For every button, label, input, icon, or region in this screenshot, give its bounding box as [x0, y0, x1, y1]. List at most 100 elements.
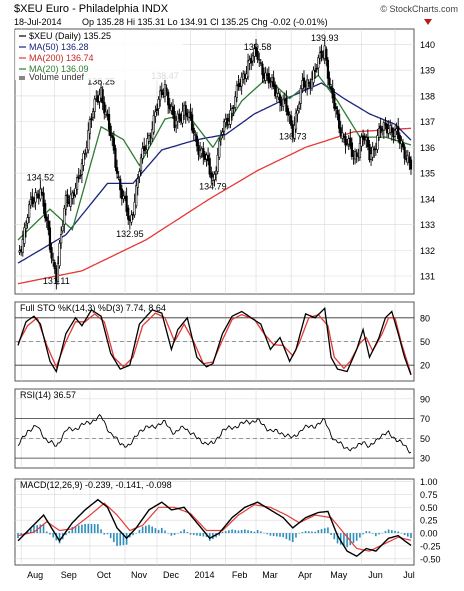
- price-candle-187: [315, 68, 318, 70]
- macd-hist-bar-208: [349, 533, 352, 546]
- macd-hist-bar-72: [132, 533, 134, 536]
- price-candle-137: [235, 85, 238, 98]
- price-candle-219: [366, 136, 369, 148]
- macd-hist-bar-30: [65, 533, 67, 536]
- price-candle-103: [181, 111, 184, 124]
- macd-hist-bar-86: [154, 528, 157, 534]
- price-tick-label-6: 137: [420, 117, 435, 127]
- sto-tick-label-2: 80: [420, 313, 430, 323]
- price-annotation-0: 134.52: [27, 172, 55, 182]
- price-candle-246: [409, 159, 413, 170]
- price-candle-214: [358, 143, 361, 159]
- macd-hist-bar-186: [314, 531, 316, 534]
- macd-hist-bar-176: [298, 533, 300, 534]
- macd-hist-bar-48: [93, 524, 96, 534]
- price-candle-89: [159, 90, 162, 101]
- macd-hist-bar-36: [74, 526, 77, 534]
- price-annotation-6: 139.58: [244, 42, 272, 52]
- price-candle-129: [222, 121, 226, 132]
- price-candle-157: [267, 73, 270, 84]
- macd-hist-bar-144: [247, 530, 249, 534]
- price-candle-54: [103, 102, 106, 114]
- price-candle-6: [26, 217, 29, 224]
- price-candle-200: [336, 110, 339, 115]
- macd-hist-bar-242: [403, 533, 406, 536]
- macd-hist-bar-142: [244, 529, 246, 534]
- price-candle-215: [360, 136, 363, 147]
- price-candle-179: [302, 77, 306, 88]
- macd-hist-bar-10: [33, 525, 35, 534]
- price-candle-9: [31, 196, 34, 205]
- quote-values: Op 135.28 Hi 135.31 Lo 134.91 Cl 135.25 …: [82, 17, 328, 27]
- macd-hist-bar-38: [77, 525, 80, 534]
- price-candle-93: [165, 87, 168, 92]
- price-candle-175: [296, 110, 299, 115]
- price-candle-57: [107, 113, 111, 130]
- price-candle-222: [371, 146, 374, 158]
- price-candle-65: [120, 188, 123, 199]
- macd-tick-label-5: 0.75: [420, 490, 438, 500]
- macd-hist-bar-114: [199, 533, 201, 537]
- macd-hist-bar-172: [291, 533, 294, 543]
- price-candle-153: [261, 63, 264, 76]
- price-tick-label-9: 140: [420, 40, 435, 50]
- price-candle-38: [77, 176, 80, 180]
- macd-hist-bar-8: [29, 528, 32, 534]
- legend-ma50: MA(50) 136.28: [29, 42, 89, 52]
- down-arrow-icon: [424, 19, 432, 25]
- price-tick-label-8: 139: [420, 66, 435, 76]
- macd-hist-bar-224: [375, 533, 377, 537]
- price-candle-82: [147, 135, 151, 142]
- macd-hist-bar-164: [279, 533, 281, 537]
- price-candle-47: [91, 111, 95, 118]
- macd-hist-bar-182: [307, 531, 310, 534]
- price-candle-125: [216, 154, 219, 172]
- macd-hist-bar-104: [183, 529, 185, 534]
- rsi-frame: [14, 388, 415, 469]
- price-candle-87: [155, 108, 159, 111]
- ma20-line: [17, 74, 412, 241]
- price-candle-94: [167, 91, 170, 106]
- price-candle-124: [214, 170, 218, 175]
- macd-hist-bar-4: [23, 533, 26, 534]
- legend-volume-swatch: [19, 76, 25, 80]
- price-annotation-8: 139.93: [311, 33, 339, 43]
- macd-hist-bar-168: [285, 533, 288, 540]
- price-candle-36: [74, 188, 77, 196]
- macd-hist-bar-76: [138, 529, 141, 534]
- price-candle-226: [377, 127, 381, 138]
- macd-hist-bar-26: [58, 533, 61, 544]
- price-candle-111: [194, 134, 197, 136]
- price-candle-18: [45, 216, 48, 221]
- x-tick-label-3: Nov: [131, 570, 148, 580]
- price-candle-194: [326, 59, 330, 79]
- price-candle-127: [219, 137, 222, 141]
- macd-hist-bar-34: [71, 526, 74, 534]
- price-candle-112: [195, 135, 199, 147]
- price-candle-27: [60, 234, 63, 244]
- macd-hist-bar-116: [202, 533, 205, 537]
- macd-hist-bar-204: [343, 533, 345, 546]
- macd-hist-bar-230: [384, 531, 387, 534]
- price-candle-16: [42, 192, 45, 207]
- legend-volume: Volume undef: [29, 72, 85, 82]
- macd-hist-bar-202: [339, 533, 342, 545]
- price-candle-75: [136, 178, 139, 188]
- macd-hist-bar-210: [352, 533, 355, 543]
- macd-hist-bar-0: [17, 533, 19, 539]
- macd-hist-bar-46: [90, 523, 93, 534]
- price-candle-4: [23, 227, 26, 244]
- macd-hist-bar-120: [208, 533, 211, 541]
- rsi-tick-label-1: 50: [420, 434, 430, 444]
- ma50-line: [17, 82, 412, 264]
- macd-tick-label-2: 0.00: [420, 529, 438, 539]
- price-candle-58: [109, 125, 112, 137]
- x-tick-label-9: May: [330, 570, 348, 580]
- price-legend: $XEU (Daily) 135.25 MA(50) 136.28 MA(200…: [15, 30, 183, 82]
- price-candle-133: [229, 110, 232, 125]
- price-candle-11: [34, 192, 37, 203]
- price-candle-144: [246, 60, 250, 78]
- macd-hist-bar-154: [263, 532, 265, 534]
